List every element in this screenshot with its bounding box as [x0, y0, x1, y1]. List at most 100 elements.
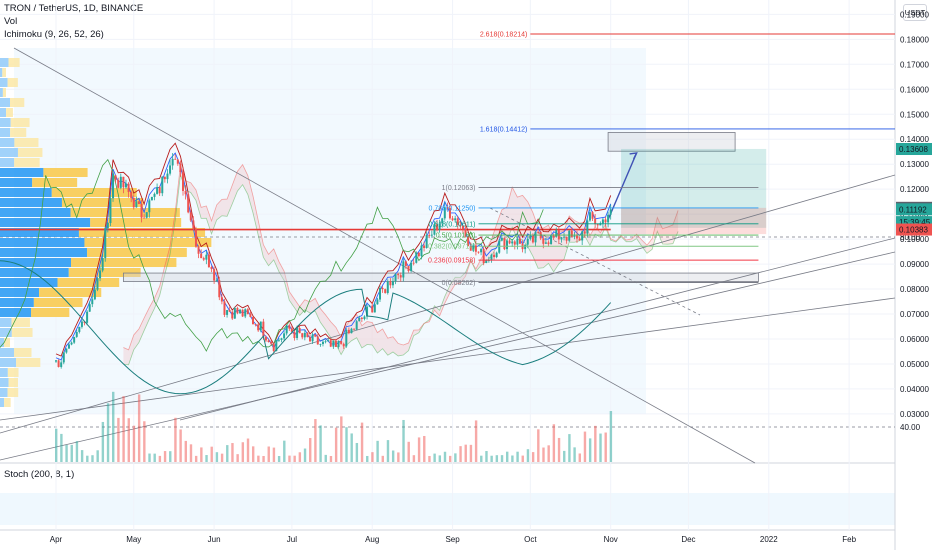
candle-body: [500, 237, 503, 241]
candle-body: [270, 342, 273, 344]
candle-body: [524, 244, 527, 250]
candle-body: [570, 230, 573, 237]
volume-bar: [132, 425, 136, 462]
candle-body: [228, 310, 231, 312]
candle-body: [55, 360, 57, 362]
volume-bar: [443, 451, 447, 462]
candle-body: [114, 175, 117, 181]
volume-bar: [303, 448, 307, 462]
candle-body: [433, 224, 436, 235]
candle-body: [101, 258, 104, 271]
volume-bar: [277, 455, 281, 462]
currency-unit-badge[interactable]: USDT: [903, 4, 927, 21]
candle-body: [192, 220, 195, 229]
volume-indicator-label[interactable]: Vol: [4, 16, 18, 27]
volume-bar: [101, 421, 105, 462]
position-loss-zone: [621, 207, 767, 235]
volume-bar: [521, 455, 524, 462]
candle-body: [508, 240, 511, 244]
volume-profile-up: [0, 118, 11, 127]
candle-body: [293, 331, 296, 339]
volume-profile-down: [7, 388, 19, 397]
candle-body: [187, 194, 190, 213]
time-tick-label: 2022: [760, 535, 778, 544]
volume-profile-down: [70, 208, 180, 217]
candle-body: [200, 253, 203, 259]
volume-profile-up: [0, 318, 12, 327]
candle-body: [311, 334, 314, 342]
candle-body: [340, 341, 343, 344]
volume-profile-down: [14, 158, 40, 167]
stoch-k-line: [0, 260, 612, 395]
candle-body: [581, 231, 584, 241]
candle-body: [174, 158, 177, 160]
candle-body: [373, 304, 376, 313]
trendlines: [0, 47, 896, 464]
volume-profile-down: [11, 318, 30, 327]
volume-bar: [594, 425, 597, 462]
candle-body: [213, 269, 216, 281]
volume-bar: [371, 452, 374, 462]
volume-profile-down: [84, 238, 212, 247]
candle-body: [526, 238, 529, 245]
volume-bar: [148, 453, 151, 462]
candle-body: [360, 317, 363, 319]
candle-body: [65, 348, 68, 353]
candle-body: [376, 299, 379, 305]
candle-body: [306, 332, 309, 338]
candle-body: [179, 163, 182, 173]
candle-body: [184, 190, 187, 195]
volume-profile-up: [0, 168, 44, 177]
price-tick-label: 0.12000: [900, 185, 929, 194]
candle-body: [410, 262, 413, 272]
fib-level-label: 0.236(0.09158): [428, 258, 475, 265]
candle-body: [96, 278, 99, 290]
volume-bar: [474, 420, 478, 462]
volume-profile-down: [4, 398, 11, 407]
price-tag-box: [896, 143, 932, 156]
candle-body: [485, 260, 488, 263]
candle-body: [461, 225, 464, 229]
stoch-indicator-label[interactable]: Stoch (200, 8, 1): [4, 469, 75, 480]
candle-body: [264, 336, 267, 341]
candle-body: [511, 241, 514, 244]
volume-profile-up: [0, 348, 15, 357]
ichimoku-indicator-label[interactable]: Ichimoku (9, 26, 52, 26): [4, 29, 104, 40]
candle-body: [487, 260, 490, 262]
volume-bar: [86, 455, 89, 462]
volume-profile-down: [87, 248, 187, 257]
volume-profile-down: [2, 68, 6, 77]
candle-body: [459, 224, 462, 226]
candle-body: [402, 261, 405, 278]
candle-body: [588, 212, 591, 221]
volume-bar: [231, 443, 234, 462]
candle-body: [371, 305, 374, 313]
volume-profile-up: [0, 288, 40, 297]
volume-profile-up: [0, 198, 62, 207]
volume-profile-up: [0, 68, 3, 77]
candle-body: [309, 337, 312, 342]
fib-level-label: 0.5(0.10163): [436, 233, 476, 240]
candle-body: [583, 231, 586, 234]
volume-bar: [106, 403, 110, 462]
volume-profile-down: [71, 258, 177, 267]
candle-body: [137, 201, 140, 205]
price-tick-label: 0.09000: [900, 260, 929, 269]
volume-profile-up: [0, 218, 91, 227]
volume-bar: [412, 455, 416, 462]
candle-body: [249, 314, 252, 317]
volume-bar: [511, 455, 514, 462]
fib-level-label: 1.618(0.14412): [480, 126, 527, 133]
stoch-tick-label: 40.00: [900, 423, 921, 432]
volume-bar: [96, 450, 99, 462]
volume-bar: [314, 419, 317, 462]
volume-bar: [143, 421, 146, 462]
candle-body: [430, 234, 433, 236]
candle-body: [205, 254, 208, 260]
candle-body: [150, 196, 153, 201]
candle-body: [428, 234, 431, 236]
candle-body: [288, 325, 291, 329]
volume-profile-up: [0, 78, 8, 87]
volume-profile-up: [0, 108, 7, 117]
